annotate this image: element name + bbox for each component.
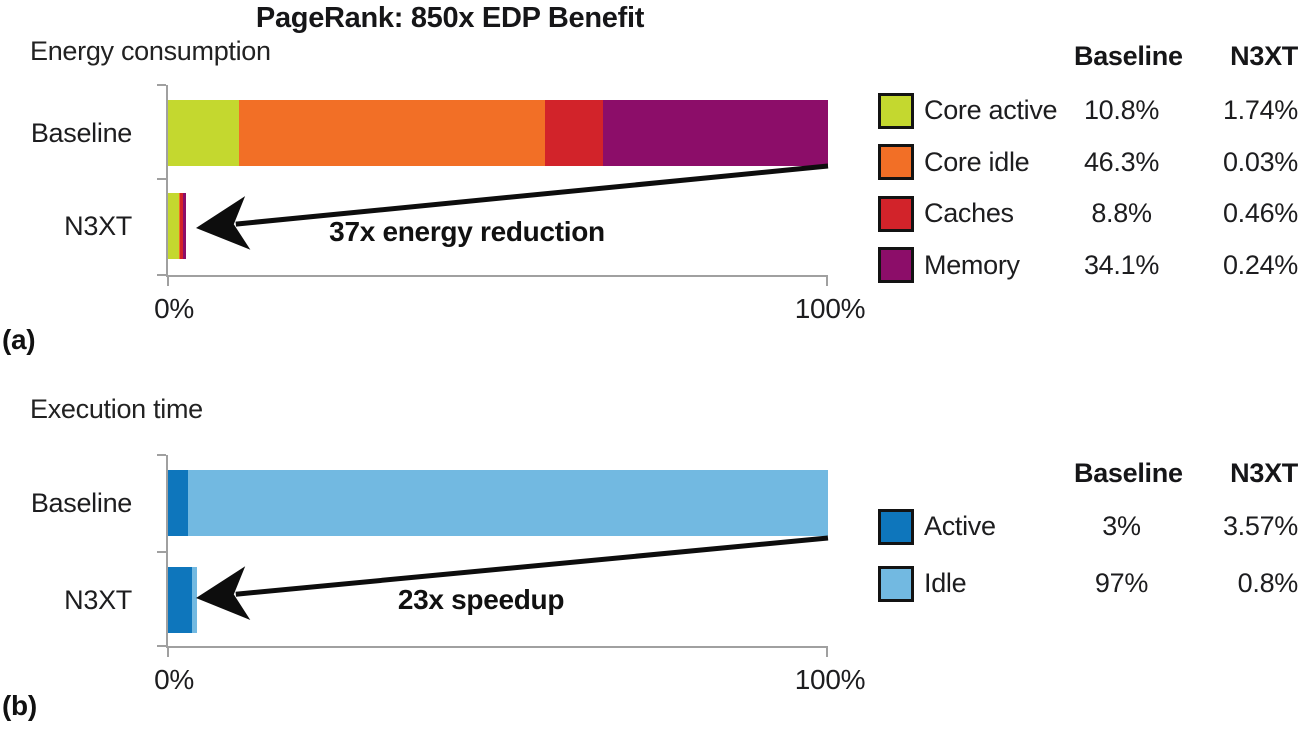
bar-segment-caches bbox=[179, 193, 183, 259]
legend-baseline-value: 3% bbox=[1102, 511, 1141, 541]
energy-bar-baseline bbox=[168, 100, 828, 166]
legend-execution: Baseline N3XT Active 3% 3.57% Idle 97% 0.8% bbox=[878, 448, 1298, 612]
bar-segment-core-active bbox=[168, 100, 240, 166]
legend-label-memory: Memory bbox=[924, 249, 1020, 280]
legend-baseline-value: 10.8% bbox=[1083, 95, 1160, 126]
category-label-n3xt: N3XT bbox=[64, 585, 132, 615]
figure-title: PageRank: 850x EDP Benefit bbox=[255, 2, 645, 34]
bar-segment-memory bbox=[602, 100, 828, 166]
y-axis-tick bbox=[157, 551, 166, 553]
energy-annotation: 37x energy reduction bbox=[329, 216, 605, 247]
y-axis-tick bbox=[157, 454, 166, 456]
legend-header-row: Baseline N3XT bbox=[878, 448, 1298, 498]
legend-label-active: Active bbox=[924, 511, 996, 541]
bar-segment-core-idle bbox=[239, 100, 545, 166]
legend-row-core-idle: Core idle 46.3% 0.03% bbox=[878, 137, 1298, 189]
execution-bar-baseline bbox=[168, 470, 828, 536]
legend-swatch-caches bbox=[878, 195, 914, 232]
legend-header-baseline: Baseline bbox=[1074, 41, 1183, 71]
legend-n3xt-value: 0.46% bbox=[1222, 198, 1298, 229]
y-axis-tick bbox=[157, 645, 166, 647]
legend-row-caches: Caches 8.8% 0.46% bbox=[878, 188, 1298, 240]
execution-chart-title: Execution time bbox=[30, 394, 203, 424]
panel-label-b: (b) bbox=[2, 690, 37, 721]
bar-segment-active bbox=[168, 567, 192, 633]
x-axis-tick-0 bbox=[167, 648, 169, 657]
bar-segment-active bbox=[168, 470, 188, 536]
y-axis-tick bbox=[157, 84, 166, 86]
bar-segment-idle bbox=[187, 470, 828, 536]
panel-execution-time: Execution time Baseline N3XT 0% 100% 23x… bbox=[0, 368, 1298, 737]
bar-segment-memory bbox=[182, 193, 186, 259]
legend-swatch-core-active bbox=[878, 92, 914, 129]
panel-label-a: (a) bbox=[2, 324, 36, 355]
legend-swatch-core-idle bbox=[878, 144, 914, 181]
legend-header-baseline: Baseline bbox=[1074, 457, 1183, 488]
legend-label-idle: Idle bbox=[924, 568, 967, 598]
execution-plot-area bbox=[157, 454, 828, 657]
energy-bar-n3xt bbox=[168, 193, 186, 259]
x-axis-tick-100 bbox=[826, 277, 828, 286]
legend-header-n3xt: N3XT bbox=[1230, 457, 1298, 488]
panel-energy-consumption: Energy consumption Baseline N3XT 0% 100%… bbox=[0, 0, 1298, 368]
legend-label-caches: Caches bbox=[924, 198, 1014, 229]
legend-swatch-memory bbox=[878, 247, 914, 284]
legend-row-idle: Idle 97% 0.8% bbox=[878, 555, 1298, 612]
energy-chart-title: Energy consumption bbox=[30, 36, 271, 66]
x-tick-label-0: 0% bbox=[154, 664, 194, 695]
legend-n3xt-value: 0.24% bbox=[1222, 249, 1298, 280]
category-label-baseline: Baseline bbox=[30, 118, 132, 148]
legend-baseline-value: 46.3% bbox=[1083, 146, 1160, 177]
category-label-n3xt: N3XT bbox=[64, 211, 132, 241]
x-tick-label-0: 0% bbox=[154, 293, 194, 324]
bar-segment-idle bbox=[191, 567, 197, 633]
legend-label-core-active: Core active bbox=[924, 95, 1058, 126]
legend-header-row: Baseline N3XT bbox=[878, 28, 1298, 85]
legend-n3xt-value: 0.03% bbox=[1222, 146, 1298, 177]
category-label-baseline: Baseline bbox=[30, 488, 132, 518]
legend-label-core-idle: Core idle bbox=[924, 146, 1030, 177]
legend-baseline-value: 34.1% bbox=[1083, 249, 1160, 280]
legend-n3xt-value: 3.57% bbox=[1222, 511, 1298, 541]
bar-segment-core-active bbox=[168, 193, 180, 259]
legend-baseline-value: 97% bbox=[1094, 568, 1149, 598]
y-axis-tick bbox=[157, 274, 166, 276]
execution-bar-n3xt bbox=[168, 567, 197, 633]
x-axis-tick-100 bbox=[826, 648, 828, 657]
y-axis-tick bbox=[157, 178, 166, 180]
x-tick-label-100: 100% bbox=[794, 664, 866, 695]
legend-header-n3xt: N3XT bbox=[1230, 41, 1298, 71]
legend-baseline-value: 8.8% bbox=[1091, 198, 1152, 229]
bar-segment-caches bbox=[544, 100, 603, 166]
x-tick-label-100: 100% bbox=[794, 293, 866, 324]
execution-annotation: 23x speedup bbox=[397, 584, 565, 615]
legend-row-core-active: Core active 10.8% 1.74% bbox=[878, 85, 1298, 137]
x-axis-tick-0 bbox=[167, 277, 169, 286]
energy-plot-area bbox=[157, 84, 828, 286]
legend-n3xt-value: 1.74% bbox=[1222, 95, 1298, 126]
legend-n3xt-value: 0.8% bbox=[1237, 568, 1298, 598]
legend-row-active: Active 3% 3.57% bbox=[878, 498, 1298, 555]
legend-energy: Baseline N3XT Core active 10.8% 1.74% Core … bbox=[878, 28, 1298, 291]
legend-swatch-active bbox=[878, 508, 914, 545]
legend-row-memory: Memory 34.1% 0.24% bbox=[878, 240, 1298, 292]
legend-swatch-idle bbox=[878, 565, 914, 602]
